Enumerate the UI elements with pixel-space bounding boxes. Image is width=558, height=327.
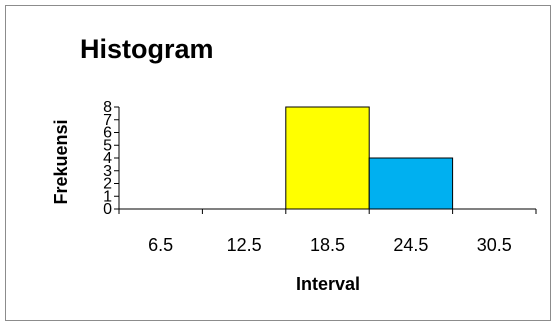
y-tick-label: 8 [103,99,112,116]
y-tick-label: 1 [103,188,112,205]
bar-18.5 [285,106,370,210]
y-tick-label: 7 [103,112,112,129]
bar-24.5 [368,157,454,210]
y-tick-label: 5 [103,137,112,154]
y-tick-label: 3 [103,163,112,180]
bars-group [285,106,454,210]
x-tick-label: 24.5 [393,235,428,255]
y-tick-label: 0 [103,201,112,218]
x-tick-label: 30.5 [477,235,512,255]
x-tick-label: 6.5 [148,235,173,255]
x-axis: 6.5 12.5 18.5 24.5 30.5 [118,208,537,255]
chart-title: Histogram [80,34,214,64]
x-axis-title: Interval [296,274,360,294]
x-tick-label: 18.5 [310,235,345,255]
y-tick-label: 6 [103,125,112,142]
x-tick-label: 12.5 [227,235,262,255]
y-axis-title: Frekuensi [51,119,71,204]
y-tick-label: 2 [103,176,112,193]
y-tick-label: 4 [103,150,112,167]
